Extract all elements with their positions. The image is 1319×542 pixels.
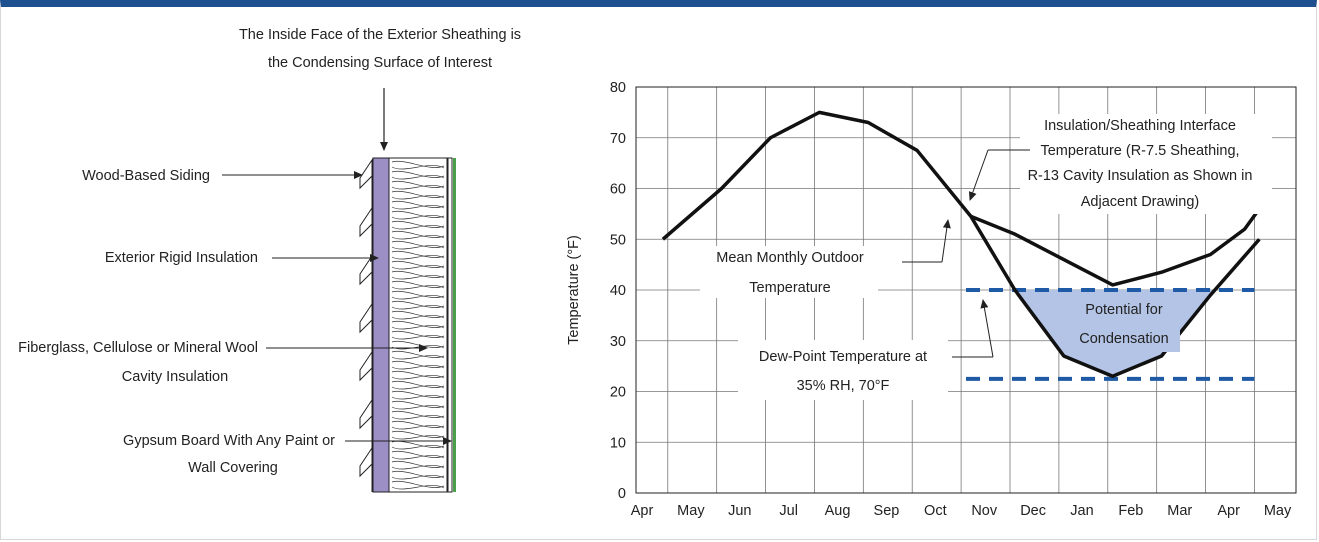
interface-line1: Insulation/Sheathing Interface <box>1044 118 1236 134</box>
series-interface-temperature <box>970 207 1261 287</box>
batt-zigzag <box>391 160 445 490</box>
condensation-line1: Potential for <box>1085 302 1163 318</box>
y-tick-label: 80 <box>610 80 626 96</box>
interface-line2: Temperature (R-7.5 Sheathing, <box>1040 143 1239 159</box>
label-rigid-insulation: Exterior Rigid Insulation <box>105 250 258 266</box>
y-tick-label: 20 <box>610 385 626 401</box>
dew-leader-arrow <box>980 299 994 358</box>
interface-line3: R-13 Cavity Insulation as Shown in <box>1028 168 1253 184</box>
x-tick-label: May <box>1264 503 1292 519</box>
temperature-chart: 0 10 20 30 40 50 60 70 80 Apr May Jun Jul Aug Sep Oct N… <box>566 80 1297 519</box>
label-gypsum-line1: Gypsum Board With Any Paint or <box>123 433 335 449</box>
x-tick-label: Mar <box>1167 503 1192 519</box>
x-tick-label: Sep <box>874 503 900 519</box>
annotation-condensation: Potential for Condensation <box>1068 296 1180 352</box>
y-tick-label: 10 <box>610 435 626 451</box>
label-gypsum-line2: Wall Covering <box>188 460 278 476</box>
y-tick-label: 60 <box>610 182 626 198</box>
y-tick-label: 0 <box>618 486 626 502</box>
y-tick-labels: 0 10 20 30 40 50 60 70 80 <box>610 80 626 502</box>
x-tick-label: Apr <box>1217 503 1240 519</box>
cavity-insulation-pattern <box>391 160 445 490</box>
x-tick-label: Oct <box>924 503 947 519</box>
wall-title-line1: The Inside Face of the Exterior Sheathin… <box>239 27 521 43</box>
paint-layer-shape <box>453 158 456 492</box>
outdoor-line2: Temperature <box>749 280 830 296</box>
x-tick-label: Dec <box>1020 503 1046 519</box>
x-tick-label: Jan <box>1070 503 1093 519</box>
interface-leader-arrow <box>968 149 989 201</box>
wall-section-diagram: The Inside Face of the Exterior Sheathin… <box>18 27 521 493</box>
wood-siding-shape <box>359 158 373 478</box>
x-tick-label: Jun <box>728 503 751 519</box>
y-tick-label: 40 <box>610 283 626 299</box>
label-wood-siding: Wood-Based Siding <box>82 168 210 184</box>
dew-line2: 35% RH, 70°F <box>797 378 890 394</box>
wall-title-line2: the Condensing Surface of Interest <box>268 55 492 71</box>
y-tick-label: 30 <box>610 334 626 350</box>
plot-border <box>635 86 1297 494</box>
annotation-interface: Insulation/Sheathing Interface Temperatu… <box>968 114 1272 214</box>
annotation-outdoor: Mean Monthly Outdoor Temperature <box>700 219 951 298</box>
x-tick-label: Feb <box>1118 503 1143 519</box>
outdoor-line1: Mean Monthly Outdoor <box>716 250 864 266</box>
condensation-line2: Condensation <box>1079 331 1169 347</box>
x-tick-label: Jul <box>779 503 798 519</box>
annotation-dew-point: Dew-Point Temperature at 35% RH, 70°F <box>738 299 994 400</box>
interface-line4: Adjacent Drawing) <box>1081 194 1199 210</box>
chart-series <box>661 110 1261 379</box>
x-tick-label: Nov <box>971 503 998 519</box>
y-tick-label: 70 <box>610 131 626 147</box>
y-tick-label: 50 <box>610 232 626 248</box>
y-axis-label: Temperature (°F) <box>566 235 582 345</box>
x-tick-label: May <box>677 503 705 519</box>
label-cavity-line1: Fiberglass, Cellulose or Mineral Wool <box>18 340 258 356</box>
label-cavity-line2: Cavity Insulation <box>122 369 228 385</box>
x-tick-label: Apr <box>631 503 654 519</box>
gypsum-board-shape <box>447 157 453 493</box>
outdoor-leader-arrow <box>941 219 951 263</box>
rigid-insulation-shape <box>372 157 390 493</box>
x-tick-label: Aug <box>825 503 851 519</box>
dew-line1: Dew-Point Temperature at <box>759 349 927 365</box>
x-tick-labels: Apr May Jun Jul Aug Sep Oct Nov Dec Jan Feb Mar Apr M… <box>631 503 1292 519</box>
